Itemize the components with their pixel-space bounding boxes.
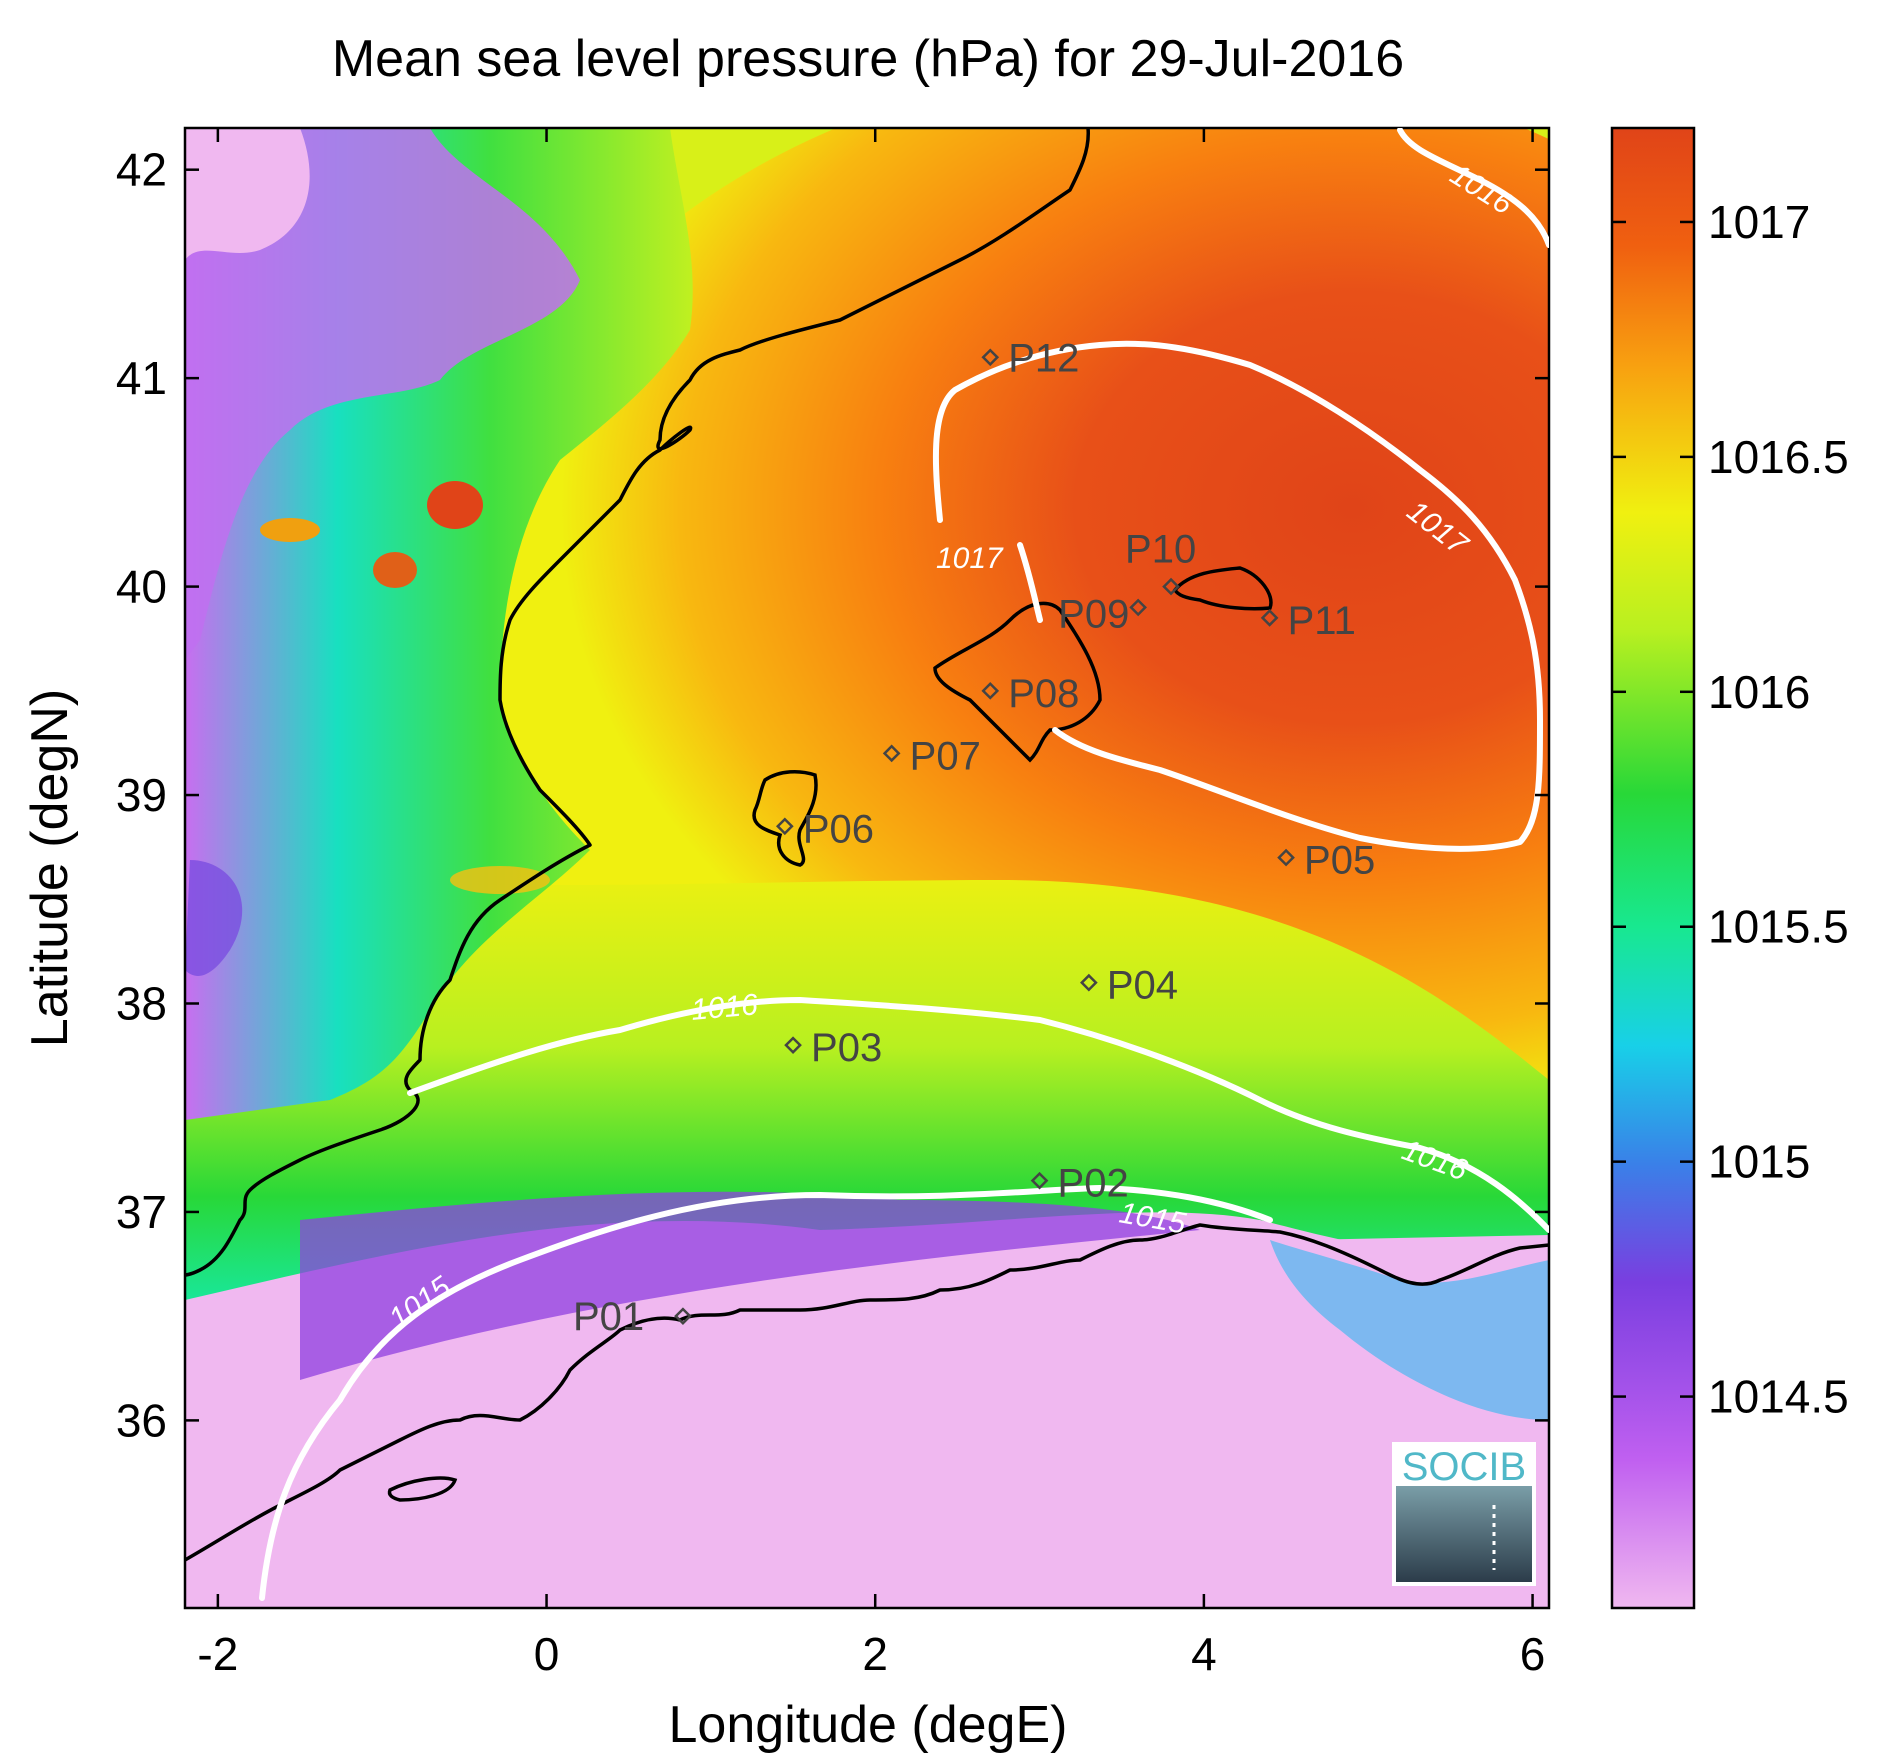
y-tick-label: 38 <box>116 977 167 1029</box>
colorbar-tick-label: 1016.5 <box>1708 431 1849 483</box>
y-tick-label: 42 <box>116 144 167 196</box>
station-p09: P09 <box>1058 592 1147 636</box>
map-frame <box>183 126 1551 1610</box>
station-marker <box>674 1307 692 1326</box>
station-p12: P12 <box>981 336 1079 380</box>
station-p08: P08 <box>981 672 1079 716</box>
colorbar-tick-label: 1015 <box>1708 1136 1810 1188</box>
y-tick-label: 39 <box>116 769 167 821</box>
colorbar-tick-label: 1014.5 <box>1708 1371 1849 1423</box>
station-p07: P07 <box>882 734 981 778</box>
y-tick-label: 40 <box>116 561 167 613</box>
contour-1016-north <box>1397 128 1549 248</box>
colorbar-tick-label: 1016 <box>1708 666 1810 718</box>
x-axis-label: Longitude (degE) <box>669 1696 1068 1754</box>
y-tick-label: 41 <box>116 352 167 404</box>
station-p03: P03 <box>784 1026 882 1070</box>
x-axis-ticks: -2 0 2 4 6 <box>197 128 1545 1680</box>
station-label: P12 <box>1008 336 1079 380</box>
y-tick-label: 37 <box>116 1186 167 1238</box>
colorbar-tick-label: 1015.5 <box>1708 901 1849 953</box>
station-p01: P01 <box>573 1295 692 1339</box>
contours <box>259 128 1549 1601</box>
colorbar-gradient <box>1610 126 1696 1610</box>
station-marker <box>775 817 794 836</box>
station-marker <box>981 681 1000 700</box>
x-tick-label: 6 <box>1520 1628 1546 1680</box>
station-marker <box>1080 973 1098 992</box>
station-label: P02 <box>1058 1162 1129 1206</box>
station-label: P08 <box>1008 672 1079 716</box>
station-marker <box>1162 577 1180 596</box>
chart-title: Mean sea level pressure (hPa) for 29-Jul… <box>332 30 1404 88</box>
station-marker <box>1277 848 1295 867</box>
colorbar: 1014.5 1015 1015.5 1016 1016.5 1017 <box>1610 126 1849 1610</box>
station-label: P09 <box>1058 592 1129 636</box>
x-tick-label: 2 <box>862 1628 888 1680</box>
station-label: P03 <box>811 1026 882 1070</box>
station-p06: P06 <box>775 807 874 851</box>
station-label: P04 <box>1107 964 1178 1008</box>
station-label: P06 <box>803 807 874 851</box>
x-tick-label: 0 <box>534 1628 560 1680</box>
colorbar-ticks: 1014.5 1015 1015.5 1016 1016.5 1017 <box>1612 196 1849 1423</box>
station-marker <box>784 1036 802 1055</box>
station-marker <box>1260 609 1279 627</box>
y-tick-label: 36 <box>116 1394 167 1446</box>
pressure-field <box>185 128 1549 1608</box>
station-label: P11 <box>1288 599 1356 643</box>
contour-label-1017-a: 1017 <box>936 542 1004 575</box>
station-marker <box>1030 1171 1049 1190</box>
logo-text: SOCIB <box>1402 1445 1526 1489</box>
colorbar-tick-label: 1017 <box>1708 196 1810 248</box>
station-markers: P01 P02 P03 P04 P05 P06 P07 P08 P09 P10 P11 P12 <box>573 336 1375 1339</box>
station-p11: P11 <box>1260 599 1356 643</box>
y-axis-label: Latitude (degN) <box>21 689 79 1047</box>
contour-label-1016-a: 1016 <box>690 988 760 1027</box>
station-marker <box>882 744 901 763</box>
station-marker <box>1129 598 1147 617</box>
station-label: P10 <box>1125 528 1196 572</box>
station-marker <box>981 348 1000 367</box>
contour-1015 <box>259 1185 1273 1601</box>
station-label: P07 <box>910 734 981 778</box>
station-p02: P02 <box>1030 1162 1129 1206</box>
y-axis-ticks: 36 37 38 39 40 41 42 <box>116 144 1549 1446</box>
station-label: P05 <box>1304 839 1375 883</box>
station-label: P01 <box>573 1295 644 1339</box>
socib-logo: SOCIB <box>1392 1442 1536 1586</box>
coastlines <box>185 128 1549 1562</box>
x-tick-label: 4 <box>1191 1628 1217 1680</box>
station-p04: P04 <box>1080 964 1178 1008</box>
contour-1016-south <box>407 997 1549 1233</box>
contour-1017 <box>932 340 1543 852</box>
station-p05: P05 <box>1277 839 1375 883</box>
station-p10: P10 <box>1125 528 1196 596</box>
x-tick-label: -2 <box>197 1628 238 1680</box>
